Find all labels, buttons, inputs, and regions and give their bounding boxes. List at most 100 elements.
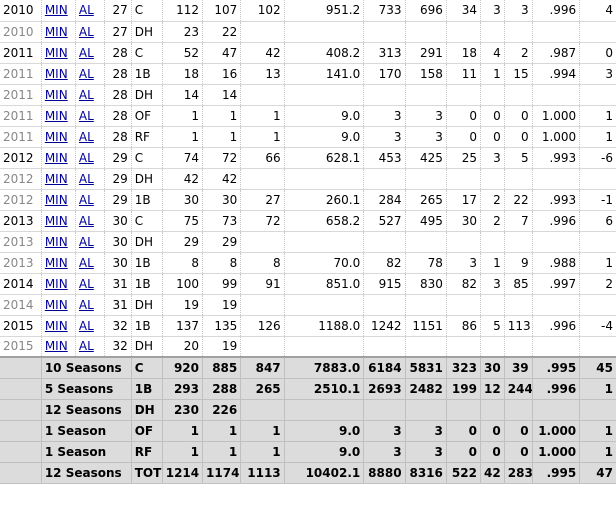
league-link[interactable]: AL [78,45,94,60]
e-cell: 3 [480,0,505,22]
totals-label-cell: 12 Seasons [41,399,132,421]
league-link[interactable]: AL [78,87,94,102]
league-cell: AL [75,252,105,274]
league-cell: AL [75,294,105,316]
league-link[interactable]: AL [78,108,94,123]
a-cell: 25 [446,147,481,169]
league-link[interactable]: AL [78,66,94,81]
league-link[interactable]: AL [78,150,94,165]
inn-cell: 260.1 [284,189,365,211]
team-link[interactable]: MIN [44,3,68,18]
league-link[interactable]: AL [78,213,94,228]
team-link[interactable]: MIN [44,24,68,39]
a-cell: 34 [446,0,481,22]
league-link[interactable]: AL [78,171,94,186]
league-cell: AL [75,63,105,85]
team-link[interactable]: MIN [44,234,68,249]
team-link[interactable]: MIN [44,276,68,291]
league-link[interactable]: AL [78,192,94,207]
position-cell: C [131,42,163,64]
dp-cell: 85 [504,273,533,295]
table-row: 2013 MIN AL 30 1B 8 8 8 70.0 82 78 3 1 9.988 1 [0,252,616,274]
league-link[interactable]: AL [78,255,94,270]
team-link[interactable]: MIN [44,150,68,165]
age-cell: 29 [104,168,132,190]
gs-cell: 107 [202,0,242,22]
position-cell: C [131,147,163,169]
team-cell: MIN [41,336,76,358]
league-link[interactable]: AL [78,129,94,144]
league-link[interactable]: AL [78,3,94,18]
inn-cell: 10402.1 [284,462,365,484]
ch-cell: 3 [363,441,406,463]
league-cell: AL [75,0,105,22]
e-cell: 0 [480,420,505,442]
league-link[interactable]: AL [78,276,94,291]
team-link[interactable]: MIN [44,297,68,312]
e-cell [480,231,505,253]
league-link[interactable]: AL [78,339,94,354]
team-cell: MIN [41,84,76,106]
a-cell: 82 [446,273,481,295]
league-cell: AL [75,273,105,295]
rtot-cell [579,399,616,421]
team-link[interactable]: MIN [44,108,68,123]
po-cell: 2482 [405,378,447,400]
po-cell [405,399,447,421]
ch-cell: 284 [363,189,406,211]
a-cell [446,168,481,190]
team-link[interactable]: MIN [44,66,68,81]
gs-cell: 14 [202,84,242,106]
team-link[interactable]: MIN [44,45,68,60]
gs-cell: 1174 [202,462,242,484]
team-link[interactable]: MIN [44,318,68,333]
ch-cell: 3 [363,420,406,442]
gs-cell: 72 [202,147,242,169]
a-cell [446,231,481,253]
dp-cell [504,231,533,253]
e-cell [480,21,505,43]
team-link[interactable]: MIN [44,171,68,186]
g-cell: 29 [162,231,204,253]
ch-cell: 453 [363,147,406,169]
inn-cell [284,294,365,316]
cg-cell: 72 [240,210,285,232]
team-link[interactable]: MIN [44,192,68,207]
position-cell: 1B [131,378,163,400]
league-link[interactable]: AL [78,297,94,312]
age-cell: 28 [104,105,132,127]
a-cell [446,294,481,316]
rtot-cell: -6 [579,147,616,169]
league-link[interactable]: AL [78,318,94,333]
table-row: 2014 MIN AL 31 1B 100 99 91 851.0 915 830 82 3 85.997… [0,273,616,295]
rtot-cell: 1 [579,105,616,127]
team-link[interactable]: MIN [44,129,68,144]
dp-cell: 0 [504,126,533,148]
a-cell: 323 [446,356,481,379]
ch-cell [363,231,406,253]
g-cell: 230 [162,399,204,421]
age-cell: 30 [104,252,132,274]
team-cell: MIN [41,63,76,85]
league-link[interactable]: AL [78,24,94,39]
a-cell: 0 [446,441,481,463]
age-cell: 31 [104,273,132,295]
fld-cell [532,399,581,421]
cg-cell: 1 [240,441,285,463]
inn-cell: 1188.0 [284,315,365,337]
e-cell: 1 [480,252,505,274]
g-cell: 1214 [162,462,204,484]
league-cell: AL [75,42,105,64]
league-cell: AL [75,147,105,169]
team-link[interactable]: MIN [44,339,68,354]
team-link[interactable]: MIN [44,255,68,270]
team-link[interactable]: MIN [44,213,68,228]
position-cell: C [131,356,163,379]
league-link[interactable]: AL [78,234,94,249]
inn-cell: 7883.0 [284,356,365,379]
team-link[interactable]: MIN [44,87,68,102]
inn-cell: 9.0 [284,126,365,148]
inn-cell: 141.0 [284,63,365,85]
e-cell: 3 [480,273,505,295]
gs-cell: 19 [202,336,242,358]
